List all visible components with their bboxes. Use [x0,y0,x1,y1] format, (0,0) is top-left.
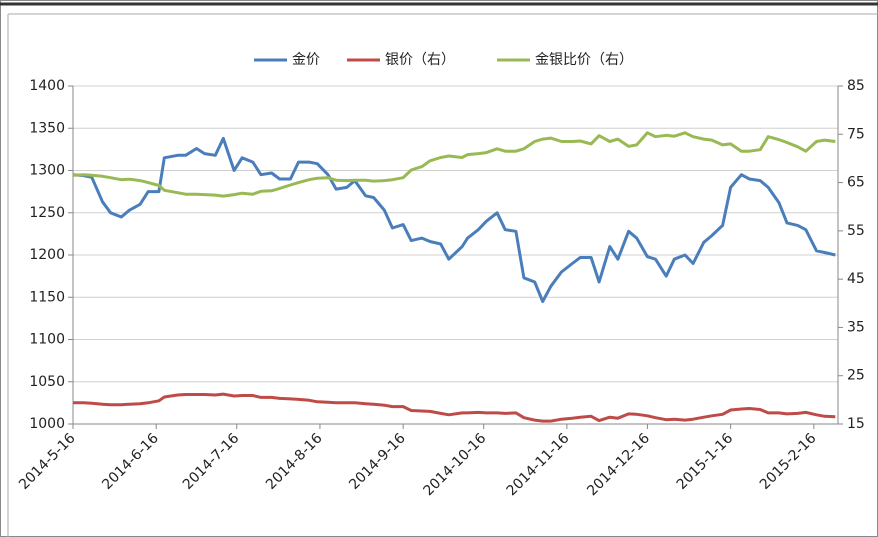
y2-tick-label: 55 [847,223,865,239]
y-tick-label: 1000 [29,416,65,432]
y-tick-label: 1150 [29,289,65,305]
series-line [72,136,836,303]
y-tick-label: 1250 [29,205,65,221]
series-line [72,131,836,198]
y2-tick-label: 15 [847,416,865,432]
series-line [73,392,836,423]
legend-label: 银价（右） [385,52,455,68]
y2-tick-label: 75 [847,126,865,142]
legend-label: 金价 [292,52,320,68]
y2-tick-label: 85 [847,78,865,94]
y-tick-label: 1050 [29,374,65,390]
legend-label: 金银比价（右） [535,52,633,68]
y-tick-label: 1200 [29,247,65,263]
y2-tick-label: 25 [847,368,865,384]
y-tick-label: 1300 [29,163,65,179]
y2-tick-label: 35 [847,319,865,335]
y2-tick-label: 65 [847,175,865,191]
y-tick-label: 1400 [29,78,65,94]
y-tick-label: 1350 [29,120,65,136]
y2-tick-label: 45 [847,271,865,287]
y-tick-label: 1100 [29,332,65,348]
